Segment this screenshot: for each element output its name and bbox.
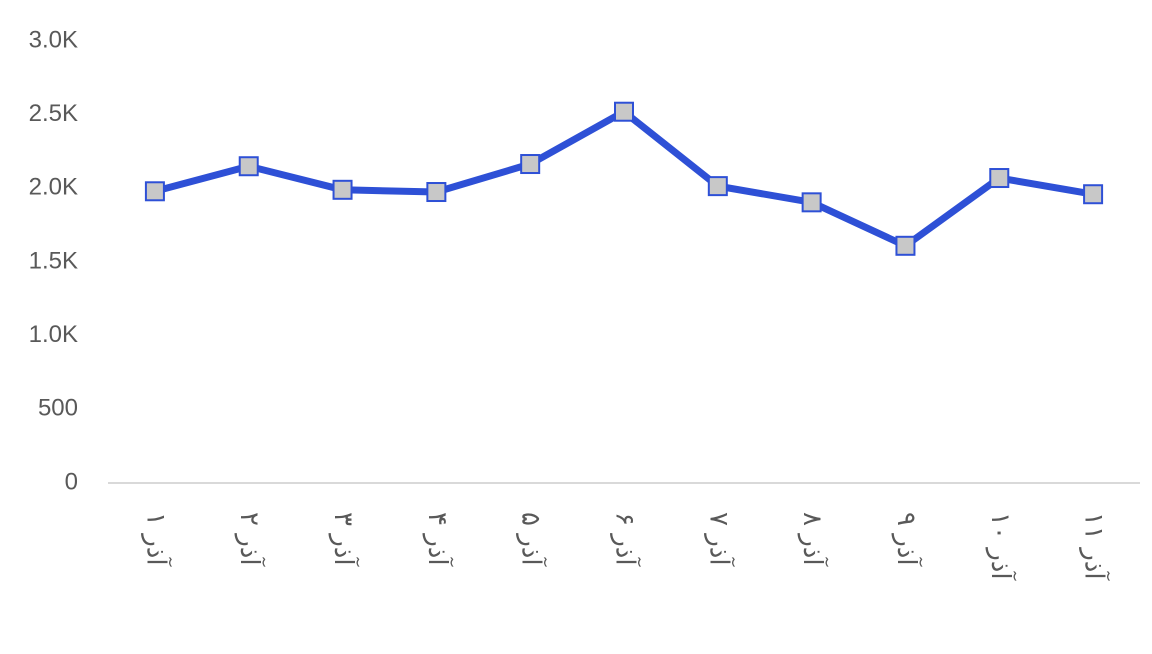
marker	[520, 154, 541, 175]
y-tick-label: 500	[38, 395, 78, 422]
y-tick-label: 2.0K	[29, 174, 78, 201]
marker	[238, 156, 259, 177]
marker	[707, 176, 728, 197]
marker	[426, 182, 447, 203]
marker	[332, 179, 353, 200]
x-tick-label: آذر ۷	[703, 512, 735, 567]
marker	[1083, 184, 1104, 205]
x-tick-label: آذر ۲	[234, 512, 266, 567]
x-tick-label: آذر ۵	[516, 512, 548, 567]
x-tick-label: آذر ۶	[610, 512, 642, 567]
x-tick-label: آذر ۸	[797, 512, 829, 567]
x-tick-label: آذر ۴	[422, 512, 454, 567]
marker	[801, 192, 822, 213]
marker	[614, 101, 634, 122]
marker	[144, 181, 165, 202]
x-tick-label: آذر ۱۰	[985, 512, 1017, 581]
x-tick-label: آذر ۱۱	[1079, 512, 1111, 581]
marker	[989, 168, 1010, 189]
x-tick-label: آذر ۹	[891, 512, 923, 567]
y-tick-label: 0	[65, 468, 78, 495]
x-tick-label: آذر ۳	[328, 512, 360, 567]
series-line	[154, 108, 1094, 250]
y-tick-label: 1.5K	[29, 247, 78, 274]
y-tick-label: 1.0K	[29, 321, 78, 348]
x-tick-label: آذر ۱	[140, 512, 172, 567]
y-tick-label: 3.0K	[29, 26, 78, 53]
y-tick-label: 2.5K	[29, 100, 78, 127]
marker	[895, 235, 916, 256]
